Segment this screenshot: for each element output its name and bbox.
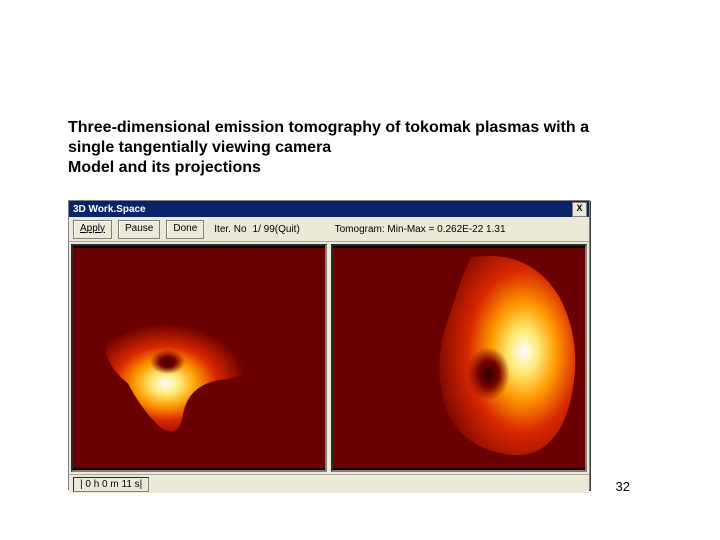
heading-line2: Model and its projections — [68, 159, 261, 176]
tomogram-label: Tomogram: Min-Max = 0.262E-22 1.31 — [335, 224, 506, 235]
viewport-area — [69, 242, 589, 474]
apply-button[interactable]: Apply — [73, 220, 112, 239]
slide: Three-dimensional emission tomography of… — [0, 0, 720, 540]
iter-label: Iter. No — [214, 224, 246, 235]
workspace-window: 3D Work.Space X Apply Pause Done Iter. N… — [68, 200, 590, 490]
heatmap-left — [73, 246, 325, 470]
pause-button[interactable]: Pause — [118, 220, 160, 239]
window-title: 3D Work.Space — [73, 204, 146, 215]
toolbar: Apply Pause Done Iter. No 1/ 99(Quit) To… — [69, 217, 589, 242]
page-number: 32 — [616, 479, 630, 494]
statusbar: | 0 h 0 m 11 s| — [69, 474, 589, 493]
close-button[interactable]: X — [572, 202, 587, 217]
iter-value: 1/ 99(Quit) — [253, 224, 300, 235]
slide-heading: Three-dimensional emission tomography of… — [68, 118, 628, 178]
done-button[interactable]: Done — [166, 220, 204, 239]
heading-line1: Three-dimensional emission tomography of… — [68, 119, 589, 156]
window-titlebar[interactable]: 3D Work.Space X — [69, 201, 589, 217]
viewport-right[interactable] — [331, 244, 587, 472]
status-time: | 0 h 0 m 11 s| — [73, 477, 149, 492]
viewport-left[interactable] — [71, 244, 327, 472]
heatmap-right — [333, 246, 585, 470]
